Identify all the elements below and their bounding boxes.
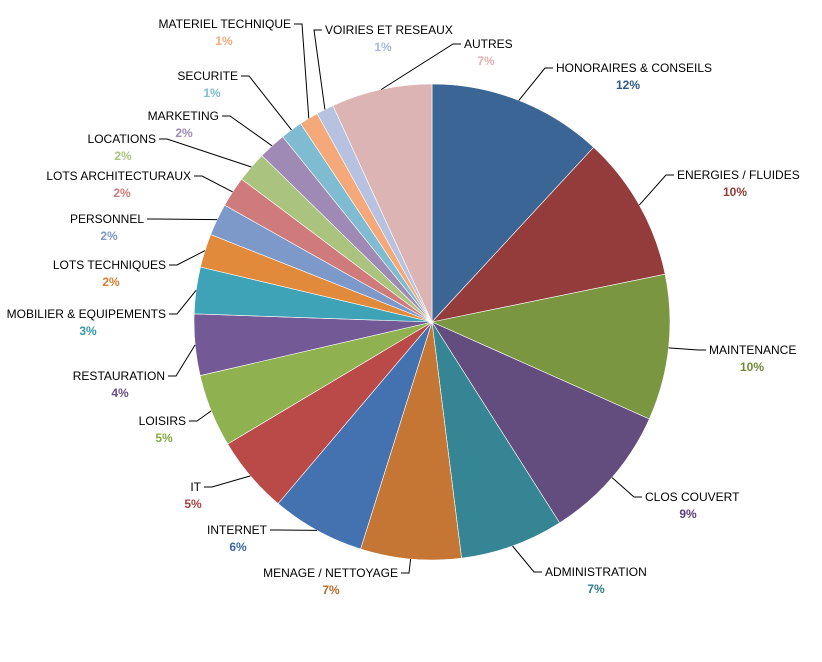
leader-line-lots-techniques: [169, 251, 205, 265]
slice-label-marketing: MARKETING: [148, 109, 219, 123]
slice-label-it: IT: [190, 480, 201, 494]
leader-line-materiel-technique: [294, 24, 309, 118]
slices-layer: [194, 84, 670, 560]
slice-percent-lots-architecturaux: 2%: [113, 186, 131, 200]
leader-line-personnel: [147, 219, 217, 220]
leader-line-marketing: [222, 116, 272, 146]
slice-label-lots-techniques: LOTS TECHNIQUES: [53, 258, 166, 272]
slice-label-honoraires-conseils: HONORAIRES & CONSEILS: [556, 61, 712, 75]
slice-label-securite: SECURITE: [177, 69, 238, 83]
slice-label-autres: AUTRES: [464, 37, 513, 51]
leader-line-restauration: [168, 345, 195, 376]
slice-percent-internet: 6%: [229, 540, 247, 554]
leader-line-honoraires-conseils: [519, 68, 553, 100]
slice-label-voiries-et-reseaux: VOIRIES ET RESEAUX: [325, 23, 453, 37]
slice-percent-menage-nettoyage: 7%: [322, 583, 340, 597]
slice-percent-autres: 7%: [477, 54, 495, 68]
slice-percent-securite: 1%: [203, 86, 221, 100]
slice-label-personnel: PERSONNEL: [70, 212, 144, 226]
slice-percent-voiries-et-reseaux: 1%: [374, 40, 392, 54]
slice-percent-clos-couvert: 9%: [679, 507, 697, 521]
slice-label-administration: ADMINISTRATION: [545, 565, 647, 579]
leader-line-menage-nettoyage: [401, 559, 411, 573]
slice-percent-loisirs: 5%: [155, 431, 173, 445]
leader-line-mobilier-equipements: [169, 290, 196, 314]
slice-percent-it: 5%: [184, 497, 202, 511]
slice-percent-personnel: 2%: [100, 229, 118, 243]
leader-line-clos-couvert: [612, 478, 642, 497]
leader-line-maintenance: [669, 348, 706, 350]
slice-label-locations: LOCATIONS: [88, 132, 156, 146]
slice-label-loisirs: LOISIRS: [139, 414, 186, 428]
leader-line-loisirs: [189, 411, 211, 421]
slice-label-materiel-technique: MATERIEL TECHNIQUE: [159, 17, 291, 31]
slice-label-maintenance: MAINTENANCE: [709, 343, 796, 357]
slice-label-energies-fluides: ENERGIES / FLUIDES: [677, 168, 800, 182]
slice-percent-mobilier-equipements: 3%: [79, 324, 97, 338]
slice-label-restauration: RESTAURATION: [73, 369, 165, 383]
leader-line-energies-fluides: [639, 175, 674, 205]
slice-percent-honoraires-conseils: 12%: [616, 78, 640, 92]
leader-line-voiries-et-reseaux: [314, 30, 325, 109]
slice-percent-marketing: 2%: [175, 126, 193, 140]
slice-label-mobilier-equipements: MOBILIER & EQUIPEMENTS: [7, 307, 166, 321]
leader-line-locations: [159, 139, 251, 167]
slice-label-internet: INTERNET: [207, 523, 268, 537]
slice-percent-lots-techniques: 2%: [102, 275, 120, 289]
leader-line-administration: [513, 546, 543, 572]
leader-line-lots-architecturaux: [194, 176, 233, 192]
slice-percent-locations: 2%: [114, 149, 132, 163]
slice-percent-administration: 7%: [587, 582, 605, 596]
slice-label-clos-couvert: CLOS COUVERT: [645, 490, 740, 504]
slice-percent-materiel-technique: 1%: [215, 34, 233, 48]
slice-percent-energies-fluides: 10%: [723, 185, 747, 199]
leader-line-securite: [241, 76, 292, 130]
slice-percent-maintenance: 10%: [740, 360, 764, 374]
slice-label-menage-nettoyage: MENAGE / NETTOYAGE: [263, 566, 398, 580]
slice-label-lots-architecturaux: LOTS ARCHITECTURAUX: [46, 169, 191, 183]
leader-line-it: [204, 476, 250, 487]
slice-percent-restauration: 4%: [111, 386, 129, 400]
leader-line-autres: [381, 44, 461, 90]
